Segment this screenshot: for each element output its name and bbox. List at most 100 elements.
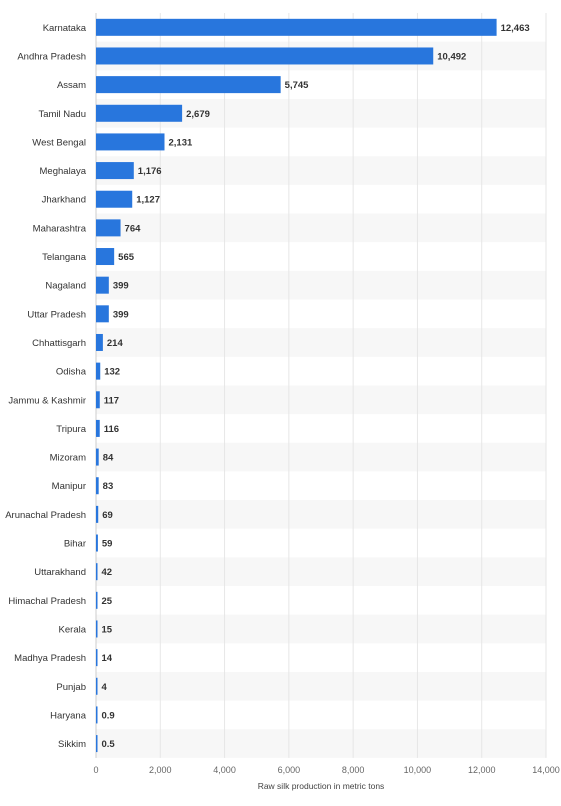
bar[interactable]	[96, 448, 99, 466]
value-label: 14	[102, 653, 113, 664]
x-tick-label: 6,000	[278, 765, 301, 775]
row-band	[96, 614, 546, 644]
category-label: Kerala	[59, 624, 87, 635]
value-label: 214	[107, 338, 124, 349]
category-label: Odisha	[56, 367, 87, 378]
category-label: Tripura	[56, 424, 86, 435]
bar[interactable]	[96, 620, 98, 638]
x-tick-label: 14,000	[532, 765, 560, 775]
category-label: Telangana	[42, 252, 87, 263]
bar[interactable]	[96, 477, 99, 495]
value-label: 5,745	[285, 80, 309, 91]
value-label: 15	[102, 624, 113, 635]
category-label: Punjab	[56, 682, 86, 693]
x-tick-label: 0	[93, 765, 98, 775]
category-label: Tamil Nadu	[38, 109, 86, 120]
bars	[96, 18, 497, 753]
category-label: West Bengal	[32, 137, 86, 148]
value-label: 0.5	[102, 739, 116, 750]
value-label: 42	[102, 567, 113, 578]
bar[interactable]	[96, 419, 100, 437]
bar[interactable]	[96, 76, 281, 94]
bar[interactable]	[96, 362, 101, 380]
x-tick-label: 2,000	[149, 765, 172, 775]
value-label: 0.9	[102, 710, 115, 721]
category-label: Bihar	[64, 539, 86, 550]
bar[interactable]	[96, 190, 133, 208]
x-axis-ticks: 0 2,000 4,000 6,000 8,000 10,000 12,000 14,000	[93, 765, 559, 775]
row-band	[96, 328, 546, 357]
x-tick-label: 10,000	[404, 765, 432, 775]
value-label: 1,127	[136, 195, 160, 206]
x-axis-title: Raw silk production in metric tons	[258, 781, 385, 791]
bar[interactable]	[96, 534, 98, 552]
value-label: 399	[113, 281, 129, 292]
category-label: Madhya Pradesh	[14, 653, 86, 664]
bar[interactable]	[96, 706, 98, 724]
value-label: 2,131	[168, 137, 192, 148]
bar[interactable]	[96, 305, 109, 323]
category-label: Jharkhand	[42, 195, 86, 206]
bar[interactable]	[96, 18, 497, 36]
row-band	[96, 270, 546, 300]
category-label: Karnataka	[43, 23, 87, 34]
value-label: 83	[103, 481, 114, 492]
category-label: Himachal Pradesh	[8, 596, 86, 607]
value-label: 4	[102, 682, 108, 693]
row-band	[96, 442, 546, 472]
category-label: Uttarakhand	[34, 567, 86, 578]
bar[interactable]	[96, 219, 121, 237]
value-label: 10,492	[437, 51, 466, 62]
bar[interactable]	[96, 391, 100, 409]
row-band	[96, 671, 546, 701]
bar[interactable]	[96, 248, 115, 266]
row-band	[96, 385, 546, 415]
category-labels: Karnataka Andhra Pradesh Assam Tamil Nadu We…	[5, 23, 87, 750]
bar[interactable]	[96, 162, 134, 180]
value-label: 764	[125, 223, 142, 234]
category-label: Assam	[57, 80, 86, 91]
row-bands	[96, 41, 546, 758]
value-label: 117	[104, 395, 119, 406]
category-label: Sikkim	[58, 739, 86, 750]
row-band	[96, 213, 546, 243]
bar[interactable]	[96, 104, 183, 122]
bar[interactable]	[96, 133, 165, 151]
value-label: 25	[102, 596, 113, 607]
category-label: Arunachal Pradesh	[5, 510, 86, 521]
row-band	[96, 156, 546, 185]
bar[interactable]	[96, 649, 98, 667]
category-label: Mizoram	[50, 453, 87, 464]
row-band	[96, 557, 546, 586]
bar[interactable]	[96, 563, 98, 581]
value-label: 69	[102, 510, 113, 521]
category-label: Nagaland	[45, 281, 86, 292]
value-label: 1,176	[138, 166, 162, 177]
value-label: 399	[113, 309, 129, 320]
bar[interactable]	[96, 735, 98, 753]
value-labels: 12,463 10,492 5,745 2,679 2,131 1,176 1,127 764…	[102, 23, 530, 750]
bar[interactable]	[96, 505, 99, 523]
row-band	[96, 729, 546, 758]
bar[interactable]	[96, 677, 98, 695]
value-label: 59	[102, 539, 113, 550]
category-label: Jammu & Kashmir	[8, 395, 86, 406]
bar[interactable]	[96, 47, 434, 65]
category-label: Andhra Pradesh	[17, 51, 86, 62]
value-label: 84	[103, 453, 114, 464]
category-label: Uttar Pradesh	[27, 309, 86, 320]
category-label: Manipur	[52, 481, 86, 492]
row-band	[96, 500, 546, 529]
value-label: 2,679	[186, 109, 210, 120]
category-label: Chhattisgarh	[32, 338, 86, 349]
x-tick-label: 4,000	[213, 765, 236, 775]
bar[interactable]	[96, 591, 98, 609]
bar[interactable]	[96, 276, 109, 294]
value-label: 12,463	[501, 23, 530, 34]
bar[interactable]	[96, 333, 103, 351]
category-label: Meghalaya	[40, 166, 87, 177]
x-tick-label: 8,000	[342, 765, 365, 775]
category-label: Haryana	[50, 710, 87, 721]
